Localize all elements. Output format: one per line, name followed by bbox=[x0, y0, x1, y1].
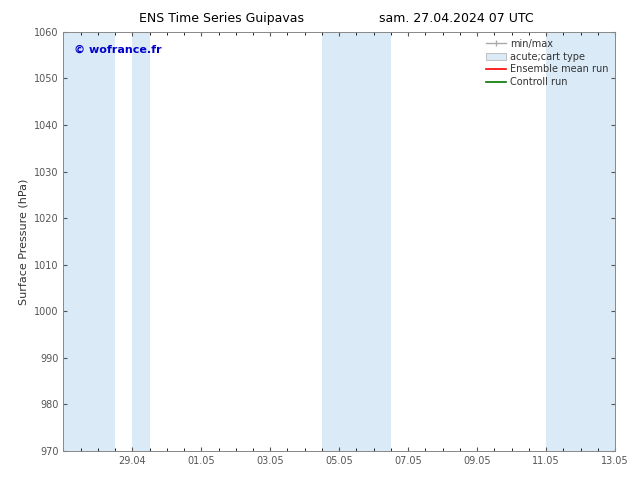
Bar bbox=[63, 32, 115, 451]
Text: ENS Time Series Guipavas: ENS Time Series Guipavas bbox=[139, 12, 304, 25]
Bar bbox=[322, 32, 391, 451]
Text: © wofrance.fr: © wofrance.fr bbox=[74, 45, 162, 54]
Text: sam. 27.04.2024 07 UTC: sam. 27.04.2024 07 UTC bbox=[379, 12, 534, 25]
Bar bbox=[133, 32, 150, 451]
Y-axis label: Surface Pressure (hPa): Surface Pressure (hPa) bbox=[18, 178, 29, 304]
Bar bbox=[546, 32, 615, 451]
Legend: min/max, acute;cart type, Ensemble mean run, Controll run: min/max, acute;cart type, Ensemble mean … bbox=[482, 35, 612, 91]
